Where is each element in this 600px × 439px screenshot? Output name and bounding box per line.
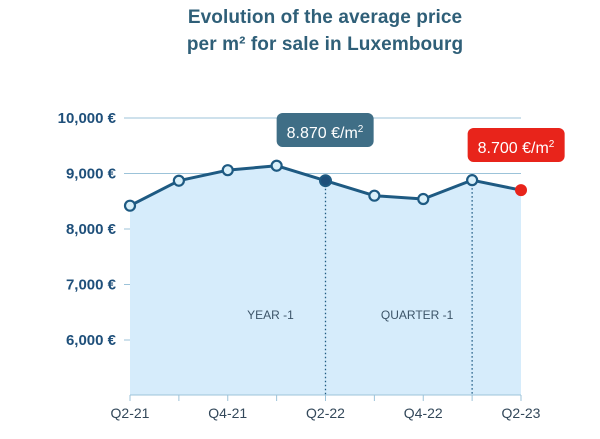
callout-year-ago-value: 8.870 €/m [286,125,358,142]
data-point-Q2-23 [515,184,527,197]
data-point-Q4-21 [221,164,234,177]
callout-year-ago-sup: 2 [357,124,364,135]
chart-title-line-1: Evolution of the average price [187,7,463,28]
chart-title: Evolution of the average price per m² fo… [0,4,600,58]
area-layer [130,165,521,395]
marker-layer: YEAR -1 QUARTER -1 [247,180,473,395]
y-tick-label-7000: 7,000 € [66,277,117,294]
y-tick-label-6000: 6,000 € [66,332,117,349]
x-axis: Q2-21 Q4-21 Q2-22 Q4-22 Q2-23 [111,394,541,421]
data-point-Q1-22 [270,159,283,172]
chart-title-line-2: per m² for sale in Luxembourg [186,34,464,55]
data-point-Q3-22 [368,189,381,202]
callout-current-price: 8.700 €/m2 [467,128,565,162]
point-layer [123,159,527,212]
x-tick-label-Q4-22: Q4-22 [404,405,443,421]
callout-current-sup: 2 [548,139,555,150]
x-tick-label-Q2-21: Q2-21 [111,405,150,421]
data-point-Q1-23 [466,174,479,187]
data-point-Q2-21 [123,199,137,212]
marker-label-Q2-22: YEAR -1 [247,308,294,322]
data-point-Q4-22 [417,192,430,206]
callout-current-value: 8.700 €/m [477,140,549,157]
data-point-Q3-21 [172,174,185,187]
callout-year-ago-price: 8.870 €/m2 [276,113,374,147]
x-tick-label-Q4-21: Q4-21 [208,405,247,421]
marker-label-Q1-23: QUARTER -1 [381,308,454,322]
y-tick-label-9000: 9,000 € [66,166,117,183]
x-tick-label-Q2-22: Q2-22 [306,405,345,421]
y-tick-label-8000: 8,000 € [66,221,117,238]
y-axis: 6,000 € 7,000 € 8,000 € 9,000 € 10,000 € [58,110,117,349]
y-tick-label-10000: 10,000 € [58,110,117,127]
data-point-Q2-22 [319,174,332,188]
area-fill [130,165,521,395]
x-tick-label-Q2-23: Q2-23 [502,405,541,421]
